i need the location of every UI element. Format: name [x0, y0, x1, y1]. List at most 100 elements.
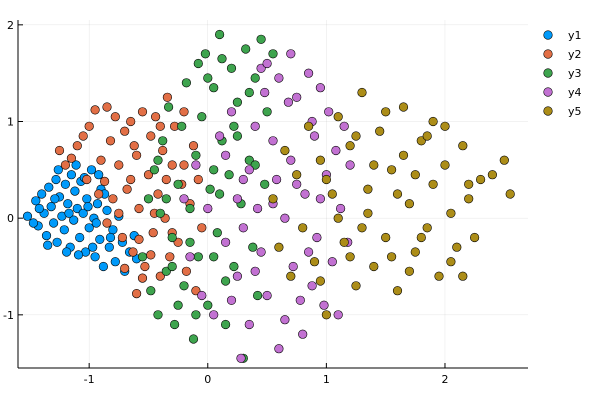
data-point — [102, 102, 112, 112]
data-point — [59, 225, 69, 235]
data-point — [120, 263, 130, 274]
data-point — [244, 165, 254, 175]
data-point — [188, 141, 199, 151]
data-point — [392, 189, 403, 199]
data-point — [357, 87, 367, 98]
data-point — [137, 273, 148, 283]
data-point — [185, 237, 195, 247]
data-point — [153, 310, 163, 320]
data-point — [286, 155, 296, 165]
data-point — [253, 203, 263, 214]
data-point — [280, 315, 290, 325]
data-point — [440, 160, 450, 170]
data-point — [446, 257, 456, 267]
data-point — [226, 63, 237, 73]
data-point — [84, 223, 94, 233]
data-point — [149, 165, 159, 175]
data-point — [229, 121, 239, 131]
data-point — [256, 63, 266, 73]
data-point — [170, 319, 180, 330]
data-point — [315, 83, 326, 93]
data-point — [458, 141, 468, 151]
legend-marker — [543, 68, 553, 78]
data-point — [146, 286, 156, 296]
data-point — [286, 271, 296, 281]
legend-label: y5 — [568, 105, 582, 118]
data-point — [256, 247, 266, 257]
data-point — [153, 155, 163, 165]
data-point — [86, 165, 97, 175]
data-point — [41, 231, 52, 241]
data-point — [345, 141, 355, 151]
data-point — [143, 194, 154, 204]
data-point — [197, 223, 207, 233]
legend-label: y3 — [568, 67, 582, 80]
data-point — [205, 184, 215, 194]
data-point — [434, 271, 444, 281]
data-point — [250, 266, 260, 276]
data-point — [179, 160, 189, 170]
data-point — [215, 189, 225, 199]
data-point — [286, 49, 296, 59]
data-point — [375, 126, 385, 136]
data-point — [339, 121, 349, 131]
data-point — [262, 290, 272, 301]
data-point — [173, 179, 183, 189]
data-point — [416, 232, 426, 243]
data-point — [422, 131, 432, 141]
data-point — [336, 203, 346, 214]
data-point — [357, 223, 367, 233]
data-point — [244, 87, 254, 98]
series-y3 — [137, 29, 278, 363]
data-point — [351, 281, 361, 291]
data-point — [319, 300, 329, 310]
data-point — [333, 213, 343, 223]
data-point — [288, 261, 298, 272]
data-point — [114, 208, 124, 218]
data-point — [132, 289, 142, 299]
data-point — [75, 232, 85, 243]
data-point — [363, 208, 373, 218]
data-point — [108, 194, 118, 204]
data-point — [132, 150, 142, 160]
y-tick-label: -1 — [3, 309, 14, 322]
data-point — [46, 202, 56, 212]
data-point — [274, 344, 284, 354]
data-point — [292, 92, 302, 102]
data-point — [274, 242, 284, 252]
legend-marker — [543, 49, 553, 59]
axes — [17, 20, 528, 369]
data-point — [148, 228, 158, 238]
data-point — [155, 121, 165, 131]
data-point — [83, 202, 93, 212]
legend: y1 y2 y3 y4 y5 — [543, 29, 582, 118]
data-point — [193, 252, 203, 262]
data-point — [92, 199, 103, 209]
data-point — [22, 211, 33, 221]
plot-points — [22, 29, 515, 363]
data-point — [52, 237, 62, 247]
data-point — [34, 203, 44, 214]
data-point — [155, 271, 165, 281]
data-point — [221, 276, 231, 286]
y-tick-label: 1 — [7, 116, 14, 129]
data-point — [212, 228, 222, 238]
data-point — [177, 121, 187, 131]
data-point — [224, 170, 234, 180]
data-point — [134, 234, 144, 244]
data-point — [51, 174, 61, 185]
data-point — [120, 126, 130, 136]
data-point — [387, 165, 397, 175]
data-point — [298, 329, 308, 339]
data-point — [209, 165, 219, 175]
data-point — [324, 107, 334, 117]
data-point — [129, 141, 139, 151]
data-point — [283, 97, 294, 107]
data-point — [173, 300, 183, 310]
x-tick-label: 0 — [204, 373, 211, 386]
data-point — [181, 266, 191, 276]
data-point — [226, 107, 237, 117]
data-point — [134, 203, 144, 214]
data-point — [165, 252, 175, 262]
data-point — [250, 73, 260, 83]
